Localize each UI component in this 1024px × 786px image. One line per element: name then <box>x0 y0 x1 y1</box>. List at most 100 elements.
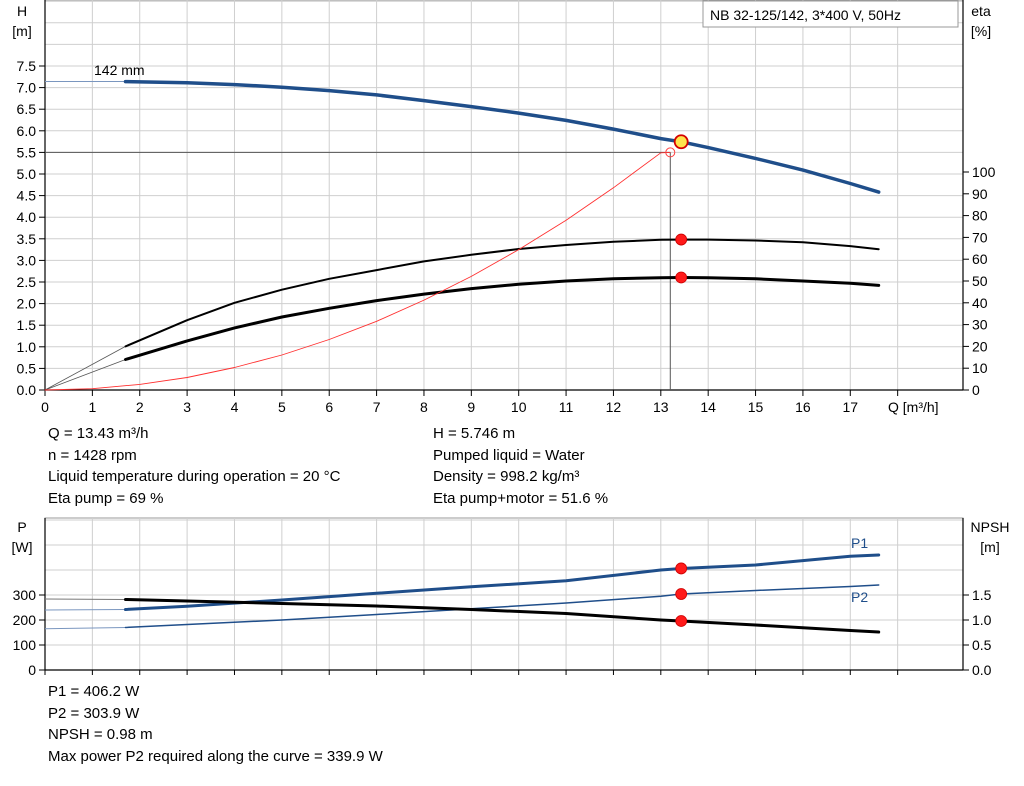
eta-point-marker <box>675 233 688 246</box>
chart1-y-tick-label: 1.5 <box>17 317 37 333</box>
info-max-p2: Max power P2 required along the curve = … <box>48 747 383 765</box>
bottom-info: P1 = 406.2 W P2 = 303.9 W NPSH = 0.98 m … <box>48 681 383 767</box>
chart2-series-P2 <box>124 584 880 629</box>
model-label-box <box>702 0 959 28</box>
info-npsh: NPSH = 0.98 m <box>48 726 153 743</box>
chart1-x-tick-label: 2 <box>136 399 144 415</box>
chart1-series-eta_total <box>124 276 881 361</box>
chart1-x-tick-label: 13 <box>653 399 669 415</box>
chart1-x-tick-label: 6 <box>325 399 333 415</box>
model-label: NB 32-125/142, 3*400 V, 50Hz <box>710 7 901 23</box>
chart1-x-tick-label: 9 <box>467 399 475 415</box>
chart1-y-tick-label: 0.5 <box>17 360 37 376</box>
chart2-y2-tick-label: 0.0 <box>972 662 992 678</box>
chart2-y2-axis-title: [m] <box>980 539 999 555</box>
chart2-plot-area <box>44 517 964 671</box>
chart1-y-tick-label: 4.0 <box>17 209 37 225</box>
chart1-y-tick-label: 6.0 <box>17 123 37 139</box>
chart1-y-tick-label: 3.5 <box>17 231 37 247</box>
chart1-y2-tick-label: 40 <box>972 295 988 311</box>
info-head: H = 5.746 m <box>433 425 516 442</box>
top-info-left: Q = 13.43 m³/h n = 1428 rpm Liquid tempe… <box>48 423 340 509</box>
info-pumped-liquid: Pumped liquid = Water <box>433 446 585 464</box>
chart1-x-tick-label: 15 <box>748 399 764 415</box>
chart2-y2-tick-label: 0.5 <box>972 637 992 653</box>
chart1-y2-tick-label: 60 <box>972 251 988 267</box>
chart1-x-tick-label: 14 <box>700 399 716 415</box>
p2-extension-line <box>44 627 126 630</box>
chart1-y-tick-label: 2.5 <box>17 274 37 290</box>
chart1-x-tick-label: 3 <box>183 399 191 415</box>
series-label-p1: P1 <box>851 535 868 551</box>
chart1-x-axis-label: Q [m³/h] <box>888 399 939 415</box>
chart1-x-tick-label: 0 <box>41 399 49 415</box>
eta-point-marker <box>675 271 688 284</box>
power-point-marker <box>675 615 688 627</box>
chart1-y-tick-label: 1.0 <box>17 339 37 355</box>
eta-total-extension-line <box>44 359 126 391</box>
chart1-y-axis-title: [m] <box>12 23 31 39</box>
chart1-y-tick-label: 4.5 <box>17 188 37 204</box>
chart1-plot-area <box>44 0 964 391</box>
top-info-right: H = 5.746 m Pumped liquid = Water Densit… <box>433 423 608 509</box>
chart1-y-tick-label: 7.5 <box>17 58 37 74</box>
chart2-y-tick-label: 200 <box>13 612 37 628</box>
chart1-x-tick-label: 10 <box>511 399 527 415</box>
chart1-y-axis-title: H <box>17 3 27 19</box>
info-flow: Q = 13.43 m³/h <box>48 425 149 442</box>
duty-point-marker <box>673 134 689 150</box>
chart2-y2-axis-title: NPSH <box>971 519 1010 535</box>
chart1-y-tick-label: 5.5 <box>17 144 37 160</box>
chart1-y2-tick-label: 50 <box>972 273 988 289</box>
chart1-y-tick-label: 6.5 <box>17 101 37 117</box>
chart1-y-tick-label: 2.0 <box>17 296 37 312</box>
chart1-y2-tick-label: 90 <box>972 186 988 202</box>
npsh-extension-line <box>44 598 126 600</box>
chart1-series-eta_pump <box>124 238 880 348</box>
chart1-x-tick-label: 12 <box>606 399 622 415</box>
chart1-series-system <box>44 151 671 391</box>
chart1-y2-tick-label: 30 <box>972 317 988 333</box>
chart1-x-tick-label: 8 <box>420 399 428 415</box>
chart1-x-tick-label: 1 <box>88 399 96 415</box>
chart1-x-tick-label: 7 <box>373 399 381 415</box>
chart2-y-tick-label: 300 <box>13 587 37 603</box>
info-speed: n = 1428 rpm <box>48 446 137 464</box>
series-label-p2: P2 <box>851 589 868 605</box>
power-point-marker <box>675 588 688 600</box>
impeller-diameter-label: 142 mm <box>94 62 145 78</box>
chart1-y-tick-label: 0.0 <box>17 382 37 398</box>
chart1-y-tick-label: 7.0 <box>17 80 37 96</box>
info-liquid-temp: Liquid temperature during operation = 20… <box>48 468 341 485</box>
system-point-marker <box>665 147 676 158</box>
chart2-y2-tick-label: 1.5 <box>972 587 992 603</box>
chart2-y-axis-title: P <box>17 519 26 535</box>
chart1-y-tick-label: 3.0 <box>17 252 37 268</box>
chart1-x-tick-label: 16 <box>795 399 811 415</box>
chart1-y2-tick-label: 0 <box>972 382 980 398</box>
info-density: Density = 998.2 kg/m³ <box>433 468 580 485</box>
chart1-y2-tick-label: 80 <box>972 208 988 224</box>
chart1-x-tick-label: 11 <box>559 399 574 415</box>
chart1-y2-tick-label: 100 <box>972 164 996 180</box>
chart1-x-tick-label: 4 <box>231 399 239 415</box>
chart1-y2-tick-label: 10 <box>972 360 988 376</box>
chart1-x-tick-label: 5 <box>278 399 286 415</box>
chart2-y-axis-title: [W] <box>12 539 33 555</box>
info-eta-pump: Eta pump = 69 % <box>48 489 164 507</box>
chart1-y2-axis-title: [%] <box>971 23 991 39</box>
chart2-series-NPSH <box>124 598 881 634</box>
power-point-marker <box>675 562 688 575</box>
chart1-y2-axis-title: eta <box>971 3 991 19</box>
chart1-x-tick-label: 17 <box>843 399 859 415</box>
eta-pump-extension-line <box>44 346 126 391</box>
info-p1: P1 = 406.2 W <box>48 683 140 700</box>
chart1-y2-tick-label: 20 <box>972 338 988 354</box>
chart2-y2-tick-label: 1.0 <box>972 612 992 628</box>
p1-extension-line <box>44 609 126 611</box>
chart1-y2-tick-label: 70 <box>972 229 988 245</box>
info-p2: P2 = 303.9 W <box>48 704 140 722</box>
chart2-y-tick-label: 0 <box>28 662 36 678</box>
